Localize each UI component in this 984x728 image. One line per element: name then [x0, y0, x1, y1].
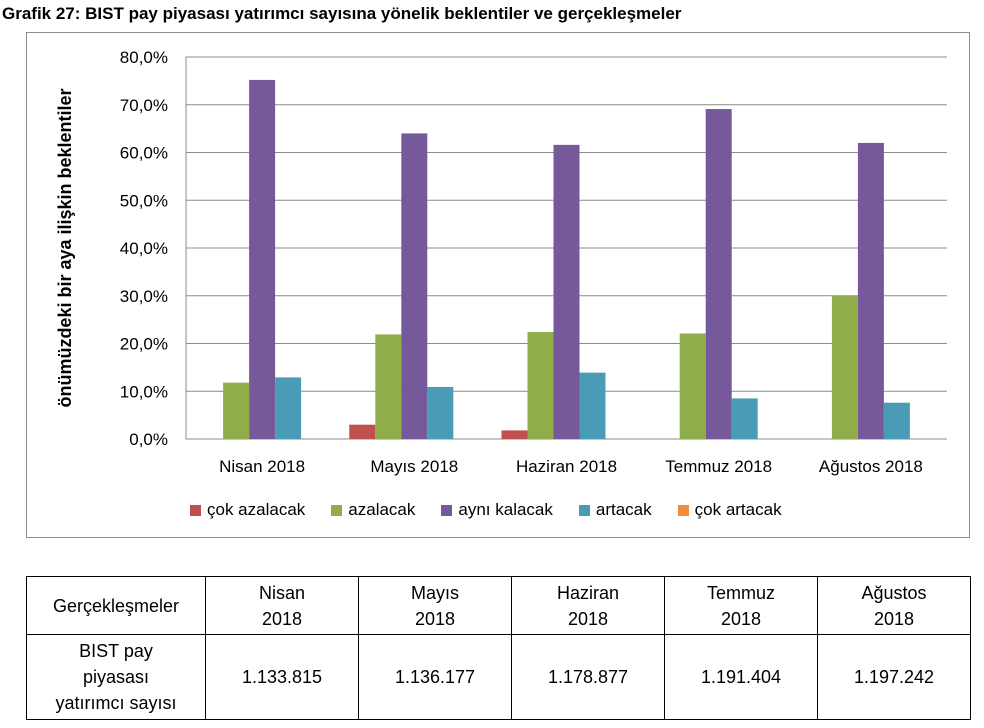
x-tick-label: Nisan 2018 [219, 457, 305, 476]
table-cell: 1.178.877 [511, 634, 665, 720]
legend-item: azalacak [331, 500, 415, 520]
table-cell: 1.136.177 [358, 634, 512, 720]
legend-item: çok azalacak [190, 500, 305, 520]
legend-swatch [578, 504, 590, 516]
bar [501, 430, 528, 439]
table-header-cell: Gerçekleşmeler [26, 575, 206, 636]
y-tick-label: 20,0% [120, 335, 168, 354]
legend-item: aynı kalacak [441, 500, 553, 520]
legend-label: artacak [595, 500, 652, 519]
bar [705, 109, 732, 440]
bar [731, 398, 758, 439]
legend-label: çok artacak [694, 500, 782, 519]
table-row-label: BIST pay piyasası yatırımcı sayısı [26, 634, 206, 720]
y-tick-label: 40,0% [120, 239, 168, 258]
legend-swatch [331, 504, 343, 516]
bar [579, 372, 606, 439]
legend-item: artacak [578, 500, 652, 520]
bar [831, 295, 858, 439]
table-header-cell: Haziran 2018 [511, 575, 665, 636]
table-header-cell: Mayıs 2018 [358, 575, 512, 636]
y-axis-label: önümüzdeki bir aya ilişkin beklentiler [55, 88, 75, 407]
bar [679, 333, 706, 439]
table-header-cell: Temmuz 2018 [664, 575, 818, 636]
bar [275, 377, 302, 439]
bar [883, 402, 910, 439]
table-cell: 1.197.242 [817, 634, 971, 720]
table-header-row: Gerçekleşmeler Nisan 2018 Mayıs 2018 Haz… [26, 575, 971, 636]
chart-frame: 0,0% 10,0% 20,0% 30,0% 40,0% 50,0% 60,0% 70,0% 8… [26, 32, 970, 538]
bar [527, 332, 554, 439]
table-row: BIST pay piyasası yatırımcı sayısı 1.133… [26, 634, 971, 720]
legend-label: azalacak [348, 500, 416, 519]
y-tick-label: 0,0% [129, 430, 168, 449]
legend-label: aynı kalacak [458, 500, 553, 519]
chart-title: Grafik 27: BIST pay piyasası yatırımcı s… [2, 4, 682, 23]
bar [857, 142, 884, 439]
x-tick-label: Mayıs 2018 [370, 457, 458, 476]
bar [401, 133, 428, 439]
legend-swatch [677, 504, 689, 516]
legend-swatch [190, 504, 201, 516]
bar [427, 386, 454, 439]
bar [349, 424, 376, 439]
y-tick-label: 60,0% [120, 144, 168, 163]
chart-legend: çok azalacak azalacak aynı kalacak artacak ç… [190, 500, 782, 520]
table-header-cell: Ağustos 2018 [817, 575, 971, 636]
table-cell: 1.191.404 [664, 634, 818, 720]
legend-swatch [441, 504, 453, 516]
y-tick-label: 70,0% [120, 96, 168, 115]
table-header-cell: Nisan 2018 [205, 575, 359, 636]
legend-label: çok azalacak [207, 500, 306, 519]
bar [375, 334, 402, 439]
x-tick-label: Temmuz 2018 [665, 457, 772, 476]
realizations-table: Gerçekleşmeler Nisan 2018 Mayıs 2018 Haz… [26, 575, 971, 720]
bar [553, 144, 580, 440]
x-tick-label: Ağustos 2018 [819, 457, 923, 476]
bar [249, 79, 276, 440]
y-tick-label: 10,0% [120, 382, 168, 401]
y-tick-label: 30,0% [120, 287, 168, 306]
bar-chart: 0,0% 10,0% 20,0% 30,0% 40,0% 50,0% 60,0% 70,0% 8… [55, 48, 947, 476]
bar [223, 382, 250, 439]
table-cell: 1.133.815 [205, 634, 359, 720]
x-tick-label: Haziran 2018 [516, 457, 617, 476]
legend-item: çok artacak [677, 500, 782, 520]
y-tick-label: 50,0% [120, 191, 168, 210]
y-tick-label: 80,0% [120, 48, 168, 67]
